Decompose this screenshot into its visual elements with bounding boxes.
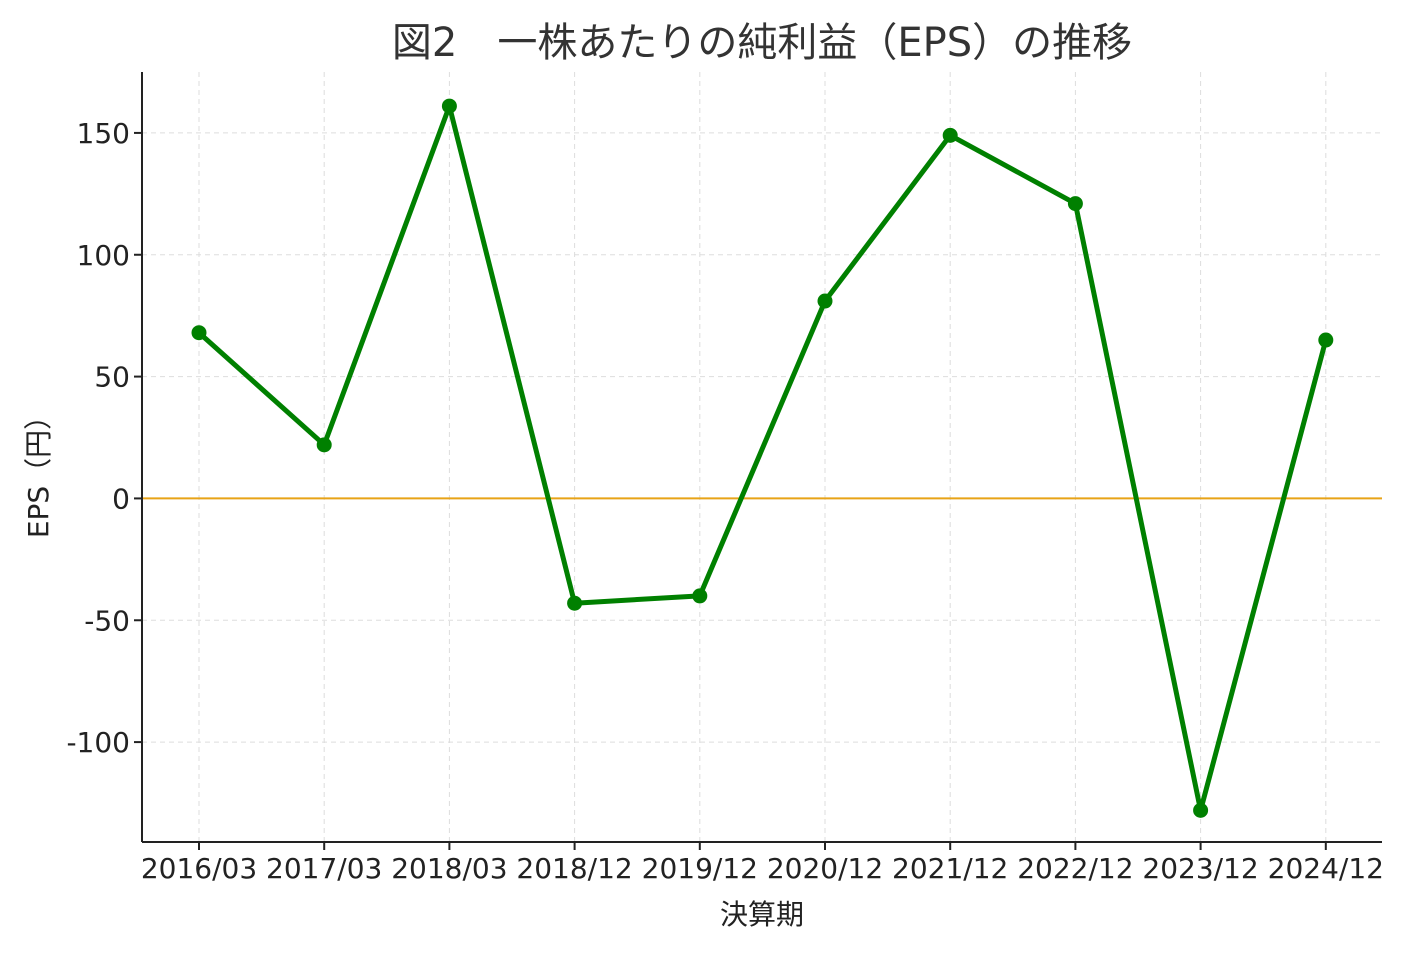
- data-point: [316, 437, 332, 453]
- x-tick-label: 2023/12: [1142, 852, 1258, 885]
- data-point: [441, 98, 457, 114]
- data-point: [191, 325, 207, 341]
- y-tick-label: 150: [77, 117, 130, 150]
- data-point: [1193, 802, 1209, 818]
- chart-title: 図2 一株あたりの純利益（EPS）の推移: [392, 20, 1132, 66]
- y-ticks: -100 -50 0 50 100 150: [66, 117, 142, 759]
- data-point: [942, 127, 958, 143]
- x-axis-label: 決算期: [720, 898, 804, 931]
- data-point: [567, 595, 583, 611]
- x-tick-label: 2022/12: [1017, 852, 1133, 885]
- y-tick-label: -100: [66, 726, 130, 759]
- x-tick-label: 2020/12: [767, 852, 883, 885]
- y-tick-label: 100: [77, 239, 130, 272]
- series-line: [197, 103, 1329, 813]
- grid-lines: [142, 72, 1382, 842]
- x-tick-label: 2018/12: [516, 852, 632, 885]
- x-tick-label: 2021/12: [892, 852, 1008, 885]
- data-point: [692, 588, 708, 604]
- data-point: [1318, 332, 1334, 348]
- series-group: [191, 98, 1334, 818]
- y-tick-label: 50: [94, 361, 130, 394]
- axes: [141, 72, 1382, 843]
- data-point: [817, 293, 833, 309]
- y-tick-label: 0: [112, 482, 130, 515]
- x-ticks: 2016/03 2017/03 2018/03 2018/12 2019/12 2020/…: [141, 842, 1384, 885]
- x-tick-label: 2019/12: [642, 852, 758, 885]
- x-tick-label: 2018/03: [391, 852, 507, 885]
- x-tick-label: 2024/12: [1268, 852, 1384, 885]
- y-tick-label: -50: [84, 604, 130, 637]
- x-tick-label: 2016/03: [141, 852, 257, 885]
- x-tick-label: 2017/03: [266, 852, 382, 885]
- y-axis-label: EPS（円）: [22, 402, 55, 538]
- data-point: [1067, 196, 1083, 212]
